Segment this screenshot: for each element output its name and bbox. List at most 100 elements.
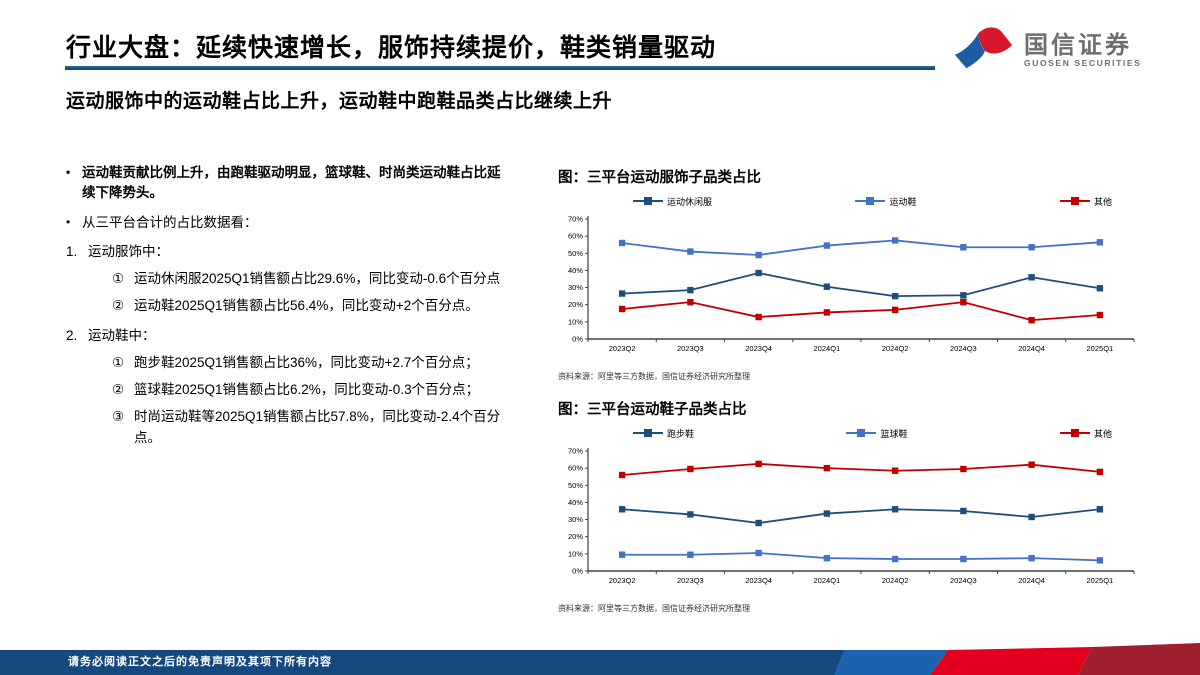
svg-text:2025Q1: 2025Q1 bbox=[1087, 344, 1114, 353]
chart-canvas: 0% 10% 20% 30% 40% 50% 60% 70% 2023Q2 2023Q3 2023Q… bbox=[568, 447, 1135, 585]
item-number: 1. bbox=[66, 243, 78, 259]
svg-text:50%: 50% bbox=[568, 481, 583, 490]
line-chart: 0% 10% 20% 30% 40% 50% 60% 70% 2023Q2 2023Q3 2023Q… bbox=[558, 211, 1142, 361]
circled-number: ① bbox=[112, 271, 125, 286]
legend-item: 篮球鞋 bbox=[846, 427, 908, 440]
legend-marker-icon bbox=[855, 197, 886, 205]
legend-item: 运动休闲服 bbox=[633, 195, 712, 208]
chart-shoe-subcategory: 图：三平台运动鞋子品类占比 跑步鞋 篮球鞋 其他 0% 10% 20% 30% 40% 50%… bbox=[558, 398, 1142, 614]
legend-marker-icon bbox=[846, 429, 877, 437]
note-bullet: • 运动鞋贡献比例上升，由跑鞋驱动明显，篮球鞋、时尚类运动鞋占比延续下降势头。 bbox=[66, 163, 502, 204]
chart-canvas: 0% 10% 20% 30% 40% 50% 60% 70% 2023Q2 2023Q3 2023Q… bbox=[568, 215, 1135, 353]
circled-number: ③ bbox=[112, 409, 125, 425]
disclaimer-text: 请务必阅读正文之后的免责声明及其项下所有内容 bbox=[68, 656, 332, 668]
svg-text:0%: 0% bbox=[572, 335, 583, 344]
item-label: 运动服饰中： bbox=[88, 243, 169, 259]
circled-number: ② bbox=[112, 382, 125, 397]
chart-apparel-subcategory: 图：三平台运动服饰子品类占比 运动休闲服 运动鞋 其他 0% 10% 20% 30% 40%… bbox=[558, 166, 1142, 382]
legend-label: 其他 bbox=[1093, 196, 1112, 207]
svg-text:10%: 10% bbox=[568, 317, 583, 326]
note-text: 从三平台合计的占比数据看： bbox=[82, 214, 258, 230]
note-bullet: • 从三平台合计的占比数据看： bbox=[66, 213, 502, 233]
guosen-logo-icon bbox=[952, 24, 1014, 77]
svg-text:2024Q1: 2024Q1 bbox=[814, 576, 841, 585]
svg-text:2023Q4: 2023Q4 bbox=[745, 344, 772, 353]
sub-item: ① 运动休闲服2025Q1销售额占比29.6%，同比变动-0.6个百分点 bbox=[112, 269, 502, 289]
title-underline bbox=[65, 66, 935, 70]
svg-text:30%: 30% bbox=[568, 515, 583, 524]
svg-text:70%: 70% bbox=[568, 447, 583, 456]
item-label: 运动鞋中： bbox=[88, 327, 156, 343]
sub-item-text: 运动鞋2025Q1销售额占比56.4%，同比变动+2个百分点。 bbox=[134, 298, 479, 314]
svg-text:0%: 0% bbox=[572, 567, 583, 576]
sub-item-text: 跑步鞋2025Q1销售额占比36%，同比变动+2.7个百分点； bbox=[134, 354, 479, 370]
svg-text:2023Q3: 2023Q3 bbox=[677, 344, 704, 353]
chart-legend: 运动休闲服 运动鞋 其他 bbox=[558, 191, 1142, 211]
logo-cn-text: 国信证券 bbox=[1024, 31, 1132, 59]
svg-text:2024Q3: 2024Q3 bbox=[950, 576, 977, 585]
svg-text:50%: 50% bbox=[568, 249, 583, 258]
legend-label: 篮球鞋 bbox=[880, 428, 908, 439]
legend-item: 运动鞋 bbox=[855, 195, 917, 208]
svg-text:2024Q4: 2024Q4 bbox=[1018, 344, 1045, 353]
svg-text:20%: 20% bbox=[568, 532, 583, 541]
legend-label: 运动鞋 bbox=[889, 196, 917, 207]
legend-marker-icon bbox=[1059, 429, 1090, 437]
legend-label: 跑步鞋 bbox=[667, 428, 695, 439]
svg-text:2023Q2: 2023Q2 bbox=[609, 576, 636, 585]
svg-text:2025Q1: 2025Q1 bbox=[1087, 576, 1114, 585]
footer-decoration bbox=[830, 643, 1200, 675]
svg-text:40%: 40% bbox=[568, 266, 583, 275]
svg-text:2024Q2: 2024Q2 bbox=[882, 344, 909, 353]
legend-marker-icon bbox=[633, 429, 663, 437]
chart-source: 资料来源：阿里等三方数据，国信证券经济研究所整理 bbox=[558, 604, 750, 613]
sub-item-text: 运动休闲服2025Q1销售额占比29.6%，同比变动-0.6个百分点 bbox=[134, 271, 501, 286]
svg-text:70%: 70% bbox=[568, 215, 583, 224]
chart-source: 资料来源：阿里等三方数据，国信证券经济研究所整理 bbox=[558, 372, 750, 381]
legend-label: 运动休闲服 bbox=[667, 196, 713, 207]
bullet-dot: • bbox=[66, 165, 71, 179]
circled-number: ② bbox=[112, 298, 125, 314]
item-number: 2. bbox=[66, 327, 78, 343]
svg-text:20%: 20% bbox=[568, 300, 583, 309]
note-text: 运动鞋贡献比例上升，由跑鞋驱动明显，篮球鞋、时尚类运动鞋占比延续下降势头。 bbox=[82, 165, 501, 201]
svg-text:2024Q2: 2024Q2 bbox=[882, 576, 909, 585]
legend-item: 其他 bbox=[1059, 427, 1112, 440]
svg-text:2024Q3: 2024Q3 bbox=[950, 344, 977, 353]
svg-text:2023Q3: 2023Q3 bbox=[677, 576, 704, 585]
sub-item: ③ 时尚运动鞋等2025Q1销售额占比57.8%，同比变动-2.4个百分点。 bbox=[112, 407, 502, 448]
slide-subtitle: 运动服饰中的运动鞋占比上升，运动鞋中跑鞋品类占比继续上升 bbox=[66, 91, 613, 112]
svg-text:10%: 10% bbox=[568, 549, 583, 558]
svg-text:60%: 60% bbox=[568, 464, 583, 473]
legend-label: 其他 bbox=[1093, 428, 1112, 439]
legend-marker-icon bbox=[633, 197, 663, 205]
sub-item-text: 篮球鞋2025Q1销售额占比6.2%，同比变动-0.3个百分点； bbox=[134, 382, 480, 397]
svg-text:2024Q4: 2024Q4 bbox=[1018, 576, 1045, 585]
svg-text:60%: 60% bbox=[568, 232, 583, 241]
line-chart: 0% 10% 20% 30% 40% 50% 60% 70% 2023Q2 2023Q3 2023Q… bbox=[558, 443, 1142, 593]
chart-legend: 跑步鞋 篮球鞋 其他 bbox=[558, 423, 1142, 443]
numbered-item: 1. 运动服饰中： bbox=[66, 242, 502, 262]
legend-item: 跑步鞋 bbox=[633, 427, 694, 440]
circled-number: ① bbox=[112, 354, 125, 370]
logo-en-text: GUOSEN SECURITIES bbox=[1024, 58, 1142, 69]
bullet-dot: • bbox=[66, 214, 71, 229]
guosen-logo: 国信证券 GUOSEN SECURITIES bbox=[952, 24, 1141, 77]
svg-text:2024Q1: 2024Q1 bbox=[814, 344, 841, 353]
numbered-item: 2. 运动鞋中： bbox=[66, 326, 502, 346]
svg-text:40%: 40% bbox=[568, 498, 583, 507]
sub-item: ① 跑步鞋2025Q1销售额占比36%，同比变动+2.7个百分点； bbox=[112, 353, 502, 373]
chart-title: 图：三平台运动鞋子品类占比 bbox=[558, 402, 747, 418]
svg-text:2023Q2: 2023Q2 bbox=[609, 344, 636, 353]
sub-item: ② 篮球鞋2025Q1销售额占比6.2%，同比变动-0.3个百分点； bbox=[112, 380, 502, 400]
sub-item: ② 运动鞋2025Q1销售额占比56.4%，同比变动+2个百分点。 bbox=[112, 296, 502, 316]
sub-item-text: 时尚运动鞋等2025Q1销售额占比57.8%，同比变动-2.4个百分点。 bbox=[134, 409, 501, 445]
legend-marker-icon bbox=[1059, 197, 1090, 205]
legend-item: 其他 bbox=[1059, 195, 1112, 208]
svg-text:30%: 30% bbox=[568, 283, 583, 292]
footer-disclaimer-bar: 请务必阅读正文之后的免责声明及其项下所有内容 bbox=[0, 650, 848, 675]
svg-text:2023Q4: 2023Q4 bbox=[745, 576, 772, 585]
notes-column: • 运动鞋贡献比例上升，由跑鞋驱动明显，篮球鞋、时尚类运动鞋占比延续下降势头。 … bbox=[66, 163, 502, 455]
chart-title: 图：三平台运动服饰子品类占比 bbox=[558, 170, 761, 186]
